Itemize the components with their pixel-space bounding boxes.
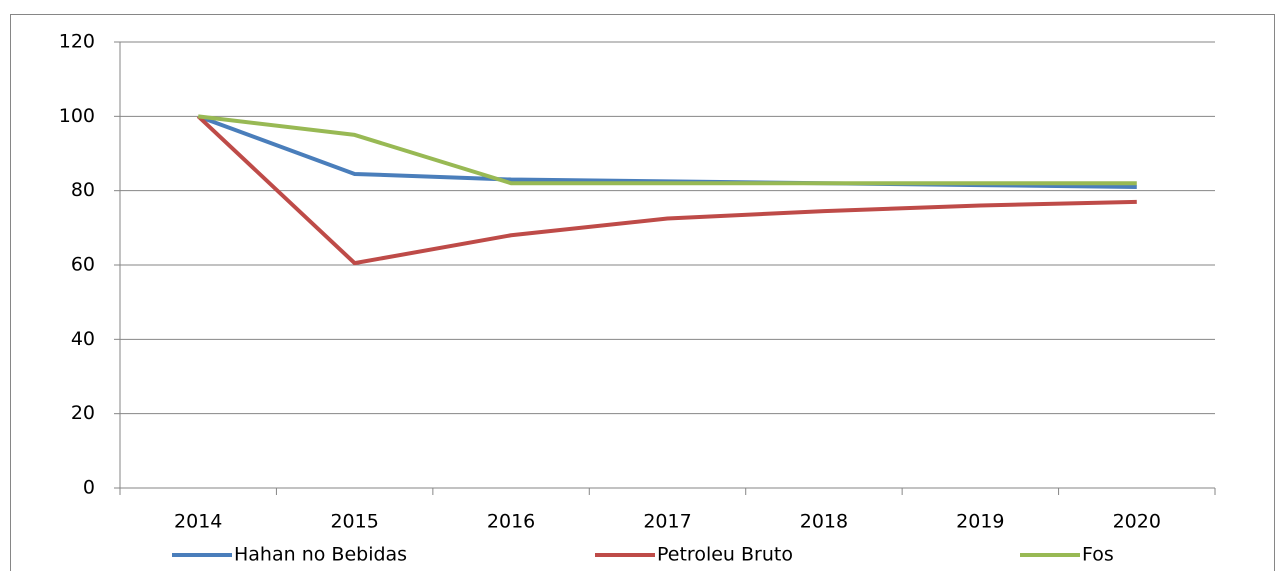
x-tick-label: 2018 [800, 511, 848, 533]
x-tick-label: 2014 [174, 511, 222, 533]
legend-label: Petroleu Bruto [657, 544, 793, 566]
series-line [196, 114, 1137, 266]
legend-label: Hahan no Bebidas [234, 544, 407, 566]
x-tick-label: 2019 [956, 511, 1004, 533]
x-tick-label: 2020 [1113, 511, 1161, 533]
x-tick-label: 2015 [330, 511, 378, 533]
y-tick-label: 100 [59, 105, 95, 127]
x-tick-label: 2017 [643, 511, 691, 533]
y-tick-label: 40 [71, 328, 95, 350]
legend-label: Fos [1082, 544, 1114, 566]
chart-frame [10, 14, 1275, 575]
y-tick-label: 0 [83, 477, 95, 499]
x-tick-label: 2016 [487, 511, 535, 533]
y-tick-label: 60 [71, 254, 95, 276]
y-tick-label: 80 [71, 179, 95, 201]
y-tick-label: 20 [71, 402, 95, 424]
series-line [197, 114, 1137, 186]
y-tick-label: 120 [59, 31, 95, 53]
